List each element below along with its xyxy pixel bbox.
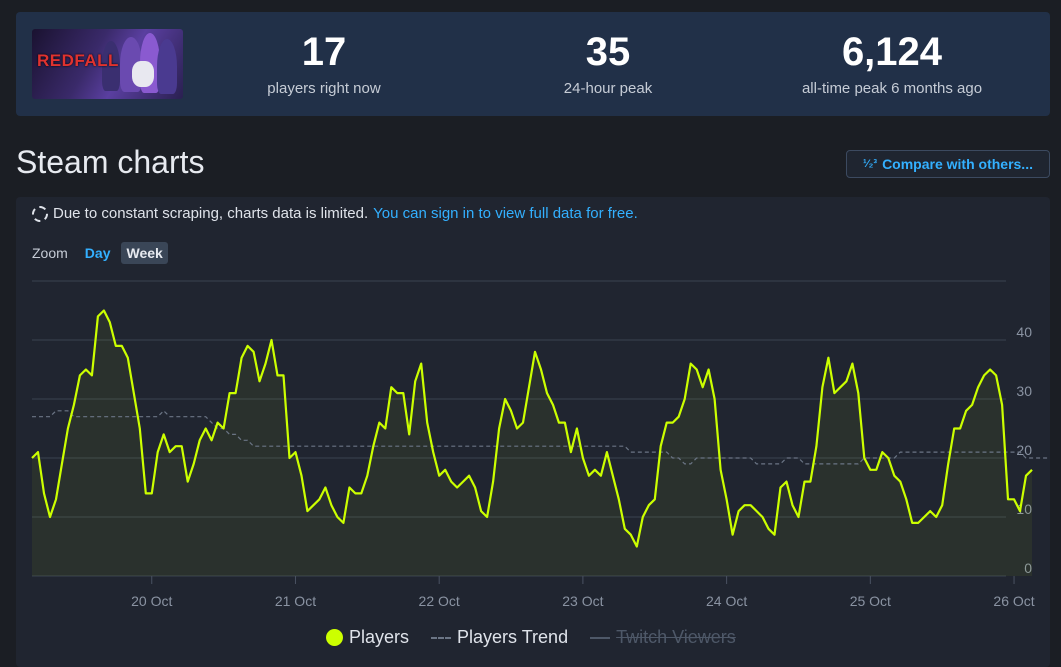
chart-card: Due to constant scraping, charts data is…: [16, 197, 1050, 667]
stat-all-time-peak: 6,124 all-time peak 6 months ago: [762, 30, 1022, 97]
chart-legend: Players Players Trend Twitch Viewers: [326, 627, 736, 648]
stat-value: 6,124: [841, 30, 943, 74]
x-tick-label: 26 Oct: [993, 593, 1034, 609]
notice-text: Due to constant scraping, charts data is…: [53, 205, 369, 222]
x-tick-label: 23 Oct: [562, 593, 603, 609]
sign-in-link[interactable]: You can sign in to view full data for fr…: [373, 205, 638, 222]
legend-item-twitch-viewers[interactable]: Twitch Viewers: [590, 627, 736, 648]
y-tick-label: 30: [1016, 383, 1032, 399]
legend-item-players[interactable]: Players: [326, 627, 409, 648]
dashed-line-icon: [431, 636, 452, 639]
game-capsule-image[interactable]: REDFALL: [32, 29, 183, 99]
compare-button-label: Compare with others...: [882, 156, 1033, 172]
stat-label: players right now: [267, 80, 381, 97]
stat-24h-peak: 35 24-hour peak: [478, 30, 738, 97]
solid-line-icon: [590, 636, 611, 639]
zoom-label: Zoom: [32, 245, 68, 261]
players-area-fill: [32, 310, 1032, 576]
zoom-day-button[interactable]: Day: [84, 245, 111, 261]
zoom-controls: Zoom Day Week: [32, 242, 168, 264]
loading-circle-icon: [32, 205, 48, 222]
compare-button[interactable]: ¹⁄₂³ Compare with others...: [846, 150, 1050, 178]
stat-label: 24-hour peak: [563, 80, 653, 97]
y-tick-label: 40: [1016, 324, 1032, 340]
legend-label: Players: [349, 627, 410, 647]
fraction-icon: ¹⁄₂³: [863, 158, 878, 170]
legend-item-players-trend[interactable]: Players Trend: [431, 627, 568, 648]
game-header: REDFALL 17 players right now 35 24-hour …: [16, 12, 1050, 116]
data-limit-notice: Due to constant scraping, charts data is…: [32, 205, 638, 222]
x-axis-ticks: 20 Oct 21 Oct 22 Oct 23 Oct 24 Oct 25 Oct 26 O…: [131, 576, 1035, 609]
stat-players-now: 17 players right now: [194, 30, 454, 97]
x-tick-label: 22 Oct: [419, 593, 460, 609]
x-tick-label: 25 Oct: [850, 593, 891, 609]
stat-value: 35: [585, 30, 631, 74]
legend-label: Twitch Viewers: [616, 627, 736, 647]
x-tick-label: 24 Oct: [706, 593, 747, 609]
chart-grid: [32, 280, 1006, 577]
x-tick-label: 21 Oct: [275, 593, 316, 609]
zoom-week-button[interactable]: Week: [121, 242, 168, 264]
game-logo-text: REDFALL: [37, 51, 119, 70]
players-trend-line: [32, 409, 1050, 465]
page-title: Steam charts: [16, 144, 205, 180]
legend-label: Players Trend: [457, 627, 569, 647]
players-dot-icon: [326, 629, 343, 646]
stat-value: 17: [301, 30, 347, 74]
y-tick-label: 20: [1016, 442, 1032, 458]
stat-label: all-time peak 6 months ago: [801, 80, 983, 97]
y-tick-label: 0: [1024, 560, 1032, 576]
players-line: [31, 309, 1033, 548]
x-tick-label: 20 Oct: [131, 593, 172, 609]
